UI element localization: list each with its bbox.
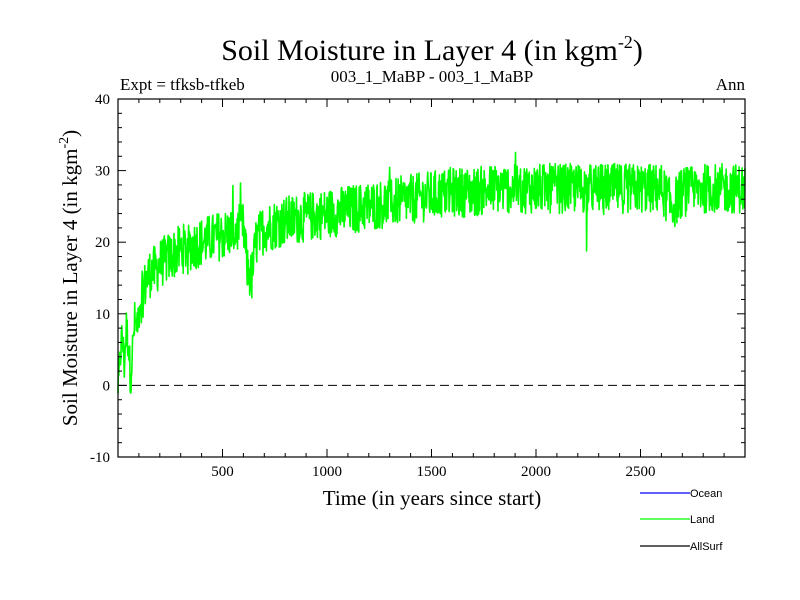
y-tick-label: 30 bbox=[95, 164, 110, 180]
plot-frame bbox=[117, 98, 746, 458]
x-tick-label: 1000 bbox=[312, 464, 342, 480]
x-tick-label: 1500 bbox=[417, 464, 447, 480]
chart-title-close: ) bbox=[633, 34, 643, 67]
subtitle-left: Expt = tfksb-tfkeb bbox=[120, 75, 245, 94]
x-tick-label: 2000 bbox=[521, 464, 551, 480]
legend: Ocean Land AllSurf bbox=[640, 488, 723, 553]
legend-label-ocean: Ocean bbox=[690, 488, 722, 500]
y-tick-label: 20 bbox=[95, 235, 110, 251]
series-land-line bbox=[117, 151, 746, 394]
legend-label-allsurf: AllSurf bbox=[690, 541, 723, 553]
y-tick-label: 0 bbox=[103, 378, 111, 394]
plot-area bbox=[117, 98, 746, 458]
y-tick-label: 40 bbox=[95, 92, 110, 108]
x-axis-label: Time (in years since start) bbox=[323, 486, 542, 510]
chart-title: Soil Moisture in Layer 4 (in kgm-2) bbox=[221, 32, 643, 67]
y-axis-label: Soil Moisture in Layer 4 (in kgm-2) bbox=[57, 130, 82, 426]
y-axis-label-main: Soil Moisture in Layer 4 (in kgm bbox=[58, 149, 82, 427]
x-tick-label: 500 bbox=[211, 464, 234, 480]
x-axis: 500 1000 1500 2000 2500 bbox=[138, 99, 725, 480]
y-tick-label: -10 bbox=[90, 450, 110, 466]
chart-title-main: Soil Moisture in Layer 4 (in kgm bbox=[221, 34, 618, 67]
y-axis: -10 0 10 20 30 40 bbox=[90, 92, 745, 466]
subtitle-right: Ann bbox=[716, 75, 746, 94]
subtitle-center: 003_1_MaBP - 003_1_MaBP bbox=[331, 67, 533, 86]
legend-label-land: Land bbox=[690, 514, 714, 526]
x-tick-label: 2500 bbox=[626, 464, 656, 480]
y-axis-label-sup: -2 bbox=[57, 137, 72, 149]
y-tick-label: 10 bbox=[95, 307, 110, 323]
chart-title-sup: -2 bbox=[618, 32, 633, 52]
y-axis-label-close: ) bbox=[58, 130, 82, 137]
